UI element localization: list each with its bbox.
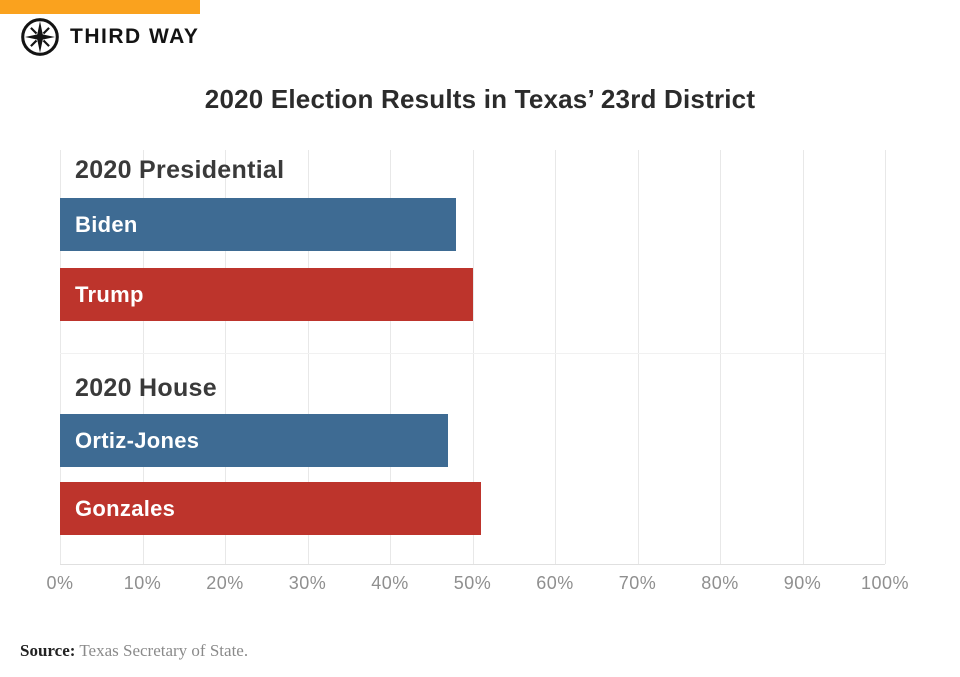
gridline xyxy=(720,150,721,564)
bar-trump: Trump xyxy=(60,268,473,321)
x-tick-label: 60% xyxy=(536,573,574,593)
source-note: Source: Texas Secretary of State. xyxy=(20,641,248,661)
group-label: 2020 Presidential xyxy=(75,156,285,184)
group-label: 2020 House xyxy=(75,374,217,402)
source-label: Source: xyxy=(20,641,76,660)
gridline xyxy=(555,150,556,564)
bar-label: Gonzales xyxy=(75,495,176,521)
x-tick-label: 80% xyxy=(701,573,739,593)
compass-star-icon xyxy=(21,18,59,56)
gridline xyxy=(885,150,886,564)
gridline xyxy=(307,150,309,564)
x-tick-label: 0% xyxy=(46,573,74,593)
brand-name: THIRD WAY xyxy=(70,25,200,48)
source-text: Texas Secretary of State. xyxy=(75,641,249,660)
gridline xyxy=(142,150,144,564)
x-tick-label: 70% xyxy=(618,573,657,593)
bar-ortiz-jones: Ortiz-Jones xyxy=(60,414,448,467)
brand-accent-bar xyxy=(0,0,200,14)
bar-biden: Biden xyxy=(60,198,456,251)
bar-label: Ortiz-Jones xyxy=(75,427,200,453)
gridline xyxy=(60,150,61,564)
x-tick-label: 20% xyxy=(206,573,244,593)
page-title: 2020 Election Results in Texas’ 23rd Dis… xyxy=(204,84,756,114)
bar-label: Biden xyxy=(75,211,138,237)
gridline xyxy=(472,150,474,564)
plot-area: 2020 Presidential Biden Trump 2020 House Ort… xyxy=(60,150,886,565)
x-tick-label: 30% xyxy=(288,573,327,593)
x-tick-label: 100% xyxy=(860,573,910,593)
group-separator-line xyxy=(60,353,885,354)
bar-label: Trump xyxy=(75,281,144,307)
brand-logo: THIRD WAY xyxy=(20,17,199,57)
gridline xyxy=(390,150,391,564)
x-tick-label: 40% xyxy=(371,573,409,593)
x-tick-label: 10% xyxy=(123,573,162,593)
gridline xyxy=(802,150,804,564)
gridline xyxy=(225,150,226,564)
gridline xyxy=(637,150,639,564)
x-tick-label: 50% xyxy=(453,573,492,593)
bar-gonzales: Gonzales xyxy=(60,482,481,535)
x-tick-label: 90% xyxy=(783,573,822,593)
